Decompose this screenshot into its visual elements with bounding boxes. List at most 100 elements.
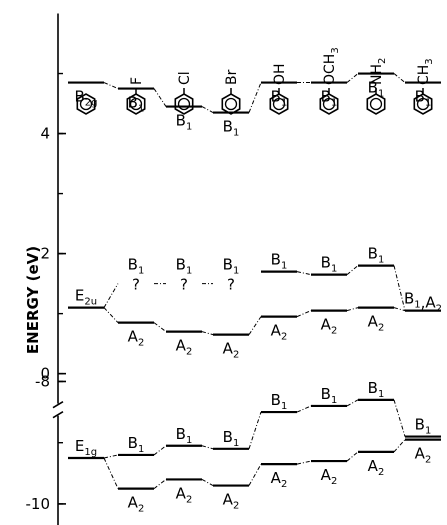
level-label: B1 [321, 385, 338, 406]
y-tick-label: -8 [35, 372, 50, 390]
correlation-line [346, 307, 359, 312]
correlation-line [103, 454, 119, 459]
correlation-line [153, 322, 167, 333]
ring-hexagon [221, 93, 241, 115]
level-label: B1 [321, 88, 338, 109]
unknown-level-marker: ? [180, 276, 188, 294]
axis-break-mark-1 [52, 400, 64, 409]
correlation-line [153, 479, 167, 489]
correlation-line [248, 82, 262, 113]
level-label: A2 [368, 313, 385, 334]
substituent-label: OH [272, 63, 288, 85]
level-label: A2 [223, 491, 240, 512]
correlation-line [201, 478, 214, 486]
ring-circle [369, 97, 383, 111]
level-label: E1g [75, 437, 97, 458]
ring-circle [177, 97, 191, 111]
level-label: B1 [223, 118, 240, 139]
correlation-line [346, 73, 359, 83]
level-label: A2 [223, 340, 240, 361]
benzene-ring-icon [174, 88, 194, 115]
correlation-line [296, 460, 312, 465]
ring-hexagon [319, 93, 339, 115]
correlation-line [346, 451, 359, 462]
level-label: B1 [128, 94, 145, 115]
unknown-level-marker: ? [132, 276, 140, 294]
benzene-ring-icon [413, 88, 433, 115]
substituent-label: OCH3 [322, 47, 341, 85]
correlation-line [393, 307, 406, 312]
correlation-line [248, 411, 262, 449]
level-label: B1 [368, 245, 385, 266]
substituent-label: CH3 [416, 58, 435, 85]
ring-hexagon [413, 93, 433, 115]
correlation-line [296, 405, 312, 413]
ring-hexagon [366, 93, 386, 115]
level-label: E2u [75, 287, 97, 308]
y-axis-label: ENERGY (eV) [24, 246, 42, 354]
ring-circle [322, 97, 336, 111]
level-label: B1 [271, 88, 288, 109]
y-tick-label: 4 [40, 125, 50, 143]
ring-circle [272, 97, 286, 111]
axis-break-mark-2 [52, 410, 64, 419]
correlation-line [393, 439, 406, 453]
level-label: A2 [271, 469, 288, 490]
benzene-ring-icon [76, 93, 96, 115]
benzene-ring-icon [319, 88, 339, 115]
level-label: B1 [271, 391, 288, 412]
level-label: A2 [368, 457, 385, 478]
level-label: B1 [368, 79, 385, 100]
level-label: B1 [128, 256, 145, 277]
substituent-label: Br [224, 69, 240, 85]
level-label: B1 [321, 254, 338, 275]
correlation-line [201, 331, 214, 336]
level-label: B1 [368, 379, 385, 400]
level-label: B1 [415, 416, 432, 437]
level-label: A2 [415, 445, 432, 466]
level-label: B2g [74, 88, 97, 109]
level-label: A2 [321, 466, 338, 487]
level-label: A2 [176, 337, 193, 358]
y-tick-label: 0 [40, 365, 50, 383]
substituent-label: F [129, 77, 145, 85]
correlation-line [103, 283, 119, 308]
substituent-label: Cl [177, 71, 193, 85]
correlation-line [153, 88, 167, 107]
ring-hexagon [174, 93, 194, 115]
level-label: B1 [176, 112, 193, 133]
level-label: A2 [176, 484, 193, 505]
benzene-ring-icon [366, 88, 386, 115]
correlation-line [103, 457, 119, 489]
correlation-line [248, 463, 262, 486]
level-label: A2 [128, 328, 145, 349]
correlation-line [153, 445, 167, 456]
level-label: A2 [321, 316, 338, 337]
correlation-line [393, 399, 406, 437]
ring-hexagon [269, 93, 289, 115]
correlation-line [296, 271, 312, 276]
benzene-ring-icon [221, 88, 241, 115]
correlation-line [103, 307, 119, 323]
ring-hexagon [126, 93, 146, 115]
y-tick-label: -10 [26, 495, 51, 513]
level-label: B1 [415, 88, 432, 109]
benzene-ring-icon [269, 88, 289, 115]
ring-circle [79, 97, 93, 111]
level-label: B1 [271, 251, 288, 272]
correlation-line [201, 445, 214, 450]
level-label: B1 [176, 256, 193, 277]
ring-circle [224, 97, 238, 111]
correlation-line [393, 265, 406, 311]
y-tick-label: 2 [40, 245, 50, 263]
correlation-line [393, 73, 406, 83]
correlation-line [296, 310, 312, 318]
correlation-line [346, 265, 359, 275]
ring-circle [416, 97, 430, 111]
level-label: B1 [223, 256, 240, 277]
ring-hexagon [76, 93, 96, 115]
level-label: B1 [223, 428, 240, 449]
correlation-line [248, 316, 262, 335]
level-label: B1,A2 [404, 290, 442, 315]
